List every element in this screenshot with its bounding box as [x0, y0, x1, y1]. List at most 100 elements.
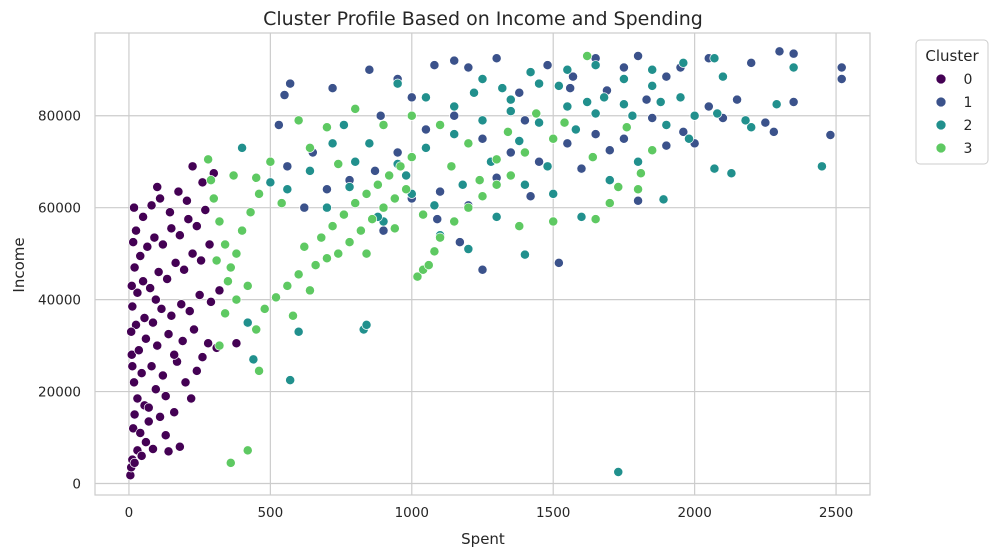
data-point: [142, 241, 153, 252]
data-point: [401, 184, 412, 195]
data-point: [519, 115, 530, 126]
data-point: [126, 349, 137, 360]
data-point: [162, 273, 173, 284]
data-point: [412, 271, 423, 282]
data-point: [177, 336, 188, 346]
data-point: [321, 253, 332, 264]
chart-title: Cluster Profile Based on Income and Spen…: [263, 8, 703, 30]
legend: Cluster 0 1 2 3: [915, 39, 989, 165]
data-point: [367, 214, 378, 225]
legend-marker: [935, 96, 947, 108]
data-point: [248, 354, 259, 365]
data-point: [562, 138, 573, 149]
y-tick-label: 80000: [38, 109, 81, 125]
data-point: [463, 62, 474, 73]
data-point: [590, 108, 601, 119]
data-point: [788, 62, 799, 73]
data-point: [548, 133, 559, 144]
x-tick-label: 1500: [536, 505, 570, 521]
data-point: [429, 60, 440, 71]
data-point: [254, 365, 265, 376]
data-point: [146, 361, 157, 372]
data-point: [174, 441, 185, 452]
data-point: [197, 177, 208, 188]
data-point: [435, 232, 446, 243]
x-tick-label: 2000: [677, 505, 711, 521]
data-point: [225, 457, 236, 468]
data-point: [129, 409, 140, 420]
data-point: [181, 195, 192, 206]
data-point: [771, 99, 782, 110]
x-tick-label: 1000: [395, 505, 429, 521]
data-point: [726, 168, 737, 179]
data-point: [214, 285, 225, 296]
data-point: [242, 445, 253, 456]
data-point: [570, 124, 581, 135]
data-point: [361, 188, 372, 199]
data-point: [132, 393, 143, 404]
data-point: [138, 276, 149, 287]
x-tick-labels: 0 500 1000 1500 2000 2500: [125, 505, 854, 521]
data-point: [174, 230, 185, 241]
data-point: [128, 423, 139, 434]
data-point: [531, 108, 542, 119]
data-point: [732, 94, 743, 105]
data-point: [389, 223, 400, 234]
data-point: [423, 260, 434, 271]
data-point: [392, 147, 403, 158]
data-point: [760, 117, 771, 128]
data-point: [169, 407, 180, 418]
data-point: [203, 154, 214, 165]
data-point: [179, 264, 190, 275]
data-point: [384, 170, 395, 181]
data-point: [613, 182, 624, 192]
data-point: [128, 237, 139, 248]
data-point: [350, 156, 361, 167]
data-point: [170, 257, 181, 268]
legend-label: 2: [964, 118, 973, 134]
plot-area: [94, 32, 871, 496]
data-point: [474, 175, 485, 186]
data-point: [364, 138, 375, 149]
data-point: [155, 411, 166, 422]
data-point: [449, 110, 460, 121]
data-point: [661, 71, 672, 82]
data-point: [463, 244, 474, 255]
data-point: [661, 119, 672, 130]
series-cluster-3: [203, 51, 658, 468]
data-point: [350, 198, 361, 209]
data-point: [454, 237, 465, 248]
data-point: [135, 251, 146, 261]
data-point: [613, 467, 624, 477]
data-point: [590, 214, 601, 225]
data-point: [469, 87, 479, 98]
data-point: [288, 310, 298, 321]
data-point: [333, 159, 344, 169]
data-point: [242, 280, 253, 291]
data-point: [279, 90, 290, 101]
data-point: [265, 156, 276, 167]
data-point: [709, 163, 720, 174]
data-point: [176, 299, 187, 310]
data-point: [836, 62, 847, 73]
data-point: [316, 232, 327, 243]
data-point: [200, 205, 211, 215]
data-point: [129, 377, 139, 388]
data-point: [463, 202, 474, 213]
data-point: [534, 117, 545, 128]
data-point: [148, 444, 158, 454]
data-point: [542, 60, 553, 71]
data-point: [477, 191, 488, 202]
data-point: [446, 161, 457, 172]
data-point: [156, 303, 167, 314]
y-tick-labels: 0 20000 40000 60000 80000: [38, 109, 81, 493]
data-point: [378, 202, 389, 213]
data-point: [684, 133, 694, 144]
data-point: [633, 184, 644, 195]
legend-marker: [935, 142, 947, 154]
data-point: [401, 170, 412, 181]
data-point: [641, 94, 652, 105]
data-point: [355, 225, 366, 236]
data-point: [647, 145, 658, 156]
